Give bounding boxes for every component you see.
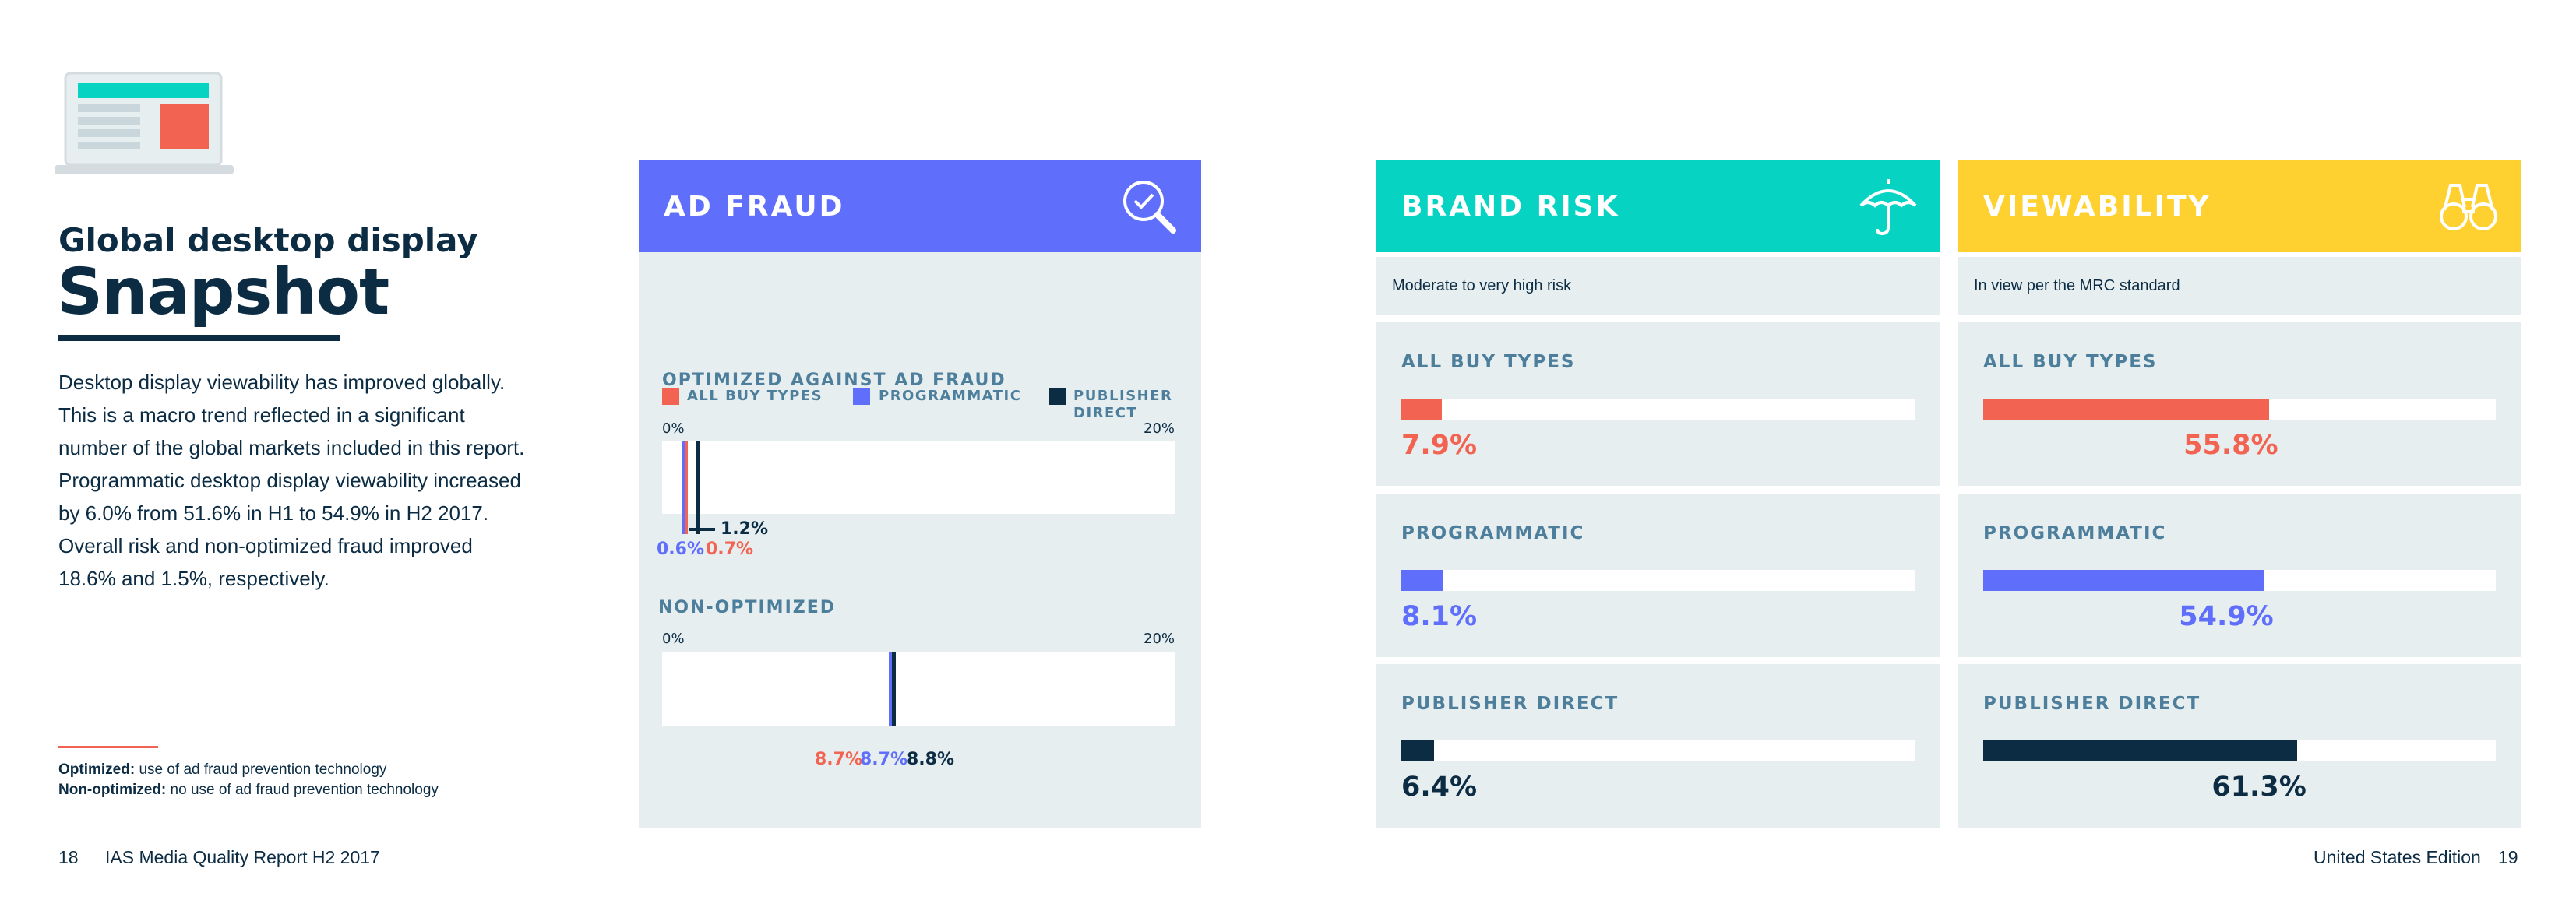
viewability-bar-programmatic xyxy=(1983,570,2265,591)
non-optimized-bar-publisher-direct xyxy=(891,652,896,726)
non-optimized-axis-max: 20% xyxy=(1144,631,1175,647)
viewability-card-title-all-buy-types: ALL BUY TYPES xyxy=(1983,352,2158,372)
brand-risk-value-programmatic: 8.1% xyxy=(1401,601,1478,632)
non-optimized-label-all-buy-types: 8.7% xyxy=(815,750,863,769)
viewability-track-publisher-direct xyxy=(1983,740,2496,761)
viewability-track-programmatic xyxy=(1983,570,2496,591)
viewability-subtitle: In view per the MRC standard xyxy=(1974,277,2180,294)
viewability-value-programmatic: 54.9% xyxy=(2179,601,2274,632)
optimized-axis-min: 0% xyxy=(662,420,685,437)
ad-fraud-header: AD FRAUD xyxy=(639,160,1201,252)
legend-all-buy-types: ALL BUY TYPES xyxy=(687,388,823,404)
ad-fraud-title: AD FRAUD xyxy=(664,190,845,223)
viewability-value-all-buy-types: 55.8% xyxy=(2183,430,2278,461)
page-kicker: Global desktop display xyxy=(58,221,478,259)
report-title: IAS Media Quality Report H2 2017 xyxy=(105,847,380,867)
viewability-bar-all-buy-types xyxy=(1983,399,2270,420)
brand-risk-title: BRAND RISK xyxy=(1401,190,1620,223)
legend-swatch-publisher xyxy=(1049,388,1066,405)
brand-risk-bar-publisher-direct xyxy=(1401,740,1435,761)
brand-risk-card-title-publisher-direct: PUBLISHER DIRECT xyxy=(1401,694,1619,714)
legend-programmatic: PROGRAMMATIC xyxy=(879,388,1022,404)
legend-swatch-all xyxy=(662,388,679,405)
optimized-bar-publisher-direct xyxy=(696,441,701,534)
non-optimized-chart-title: NON-OPTIMIZED xyxy=(658,598,836,617)
notes-divider xyxy=(58,746,158,748)
page-title: Snapshot xyxy=(57,255,389,329)
non-optimized-chart-track xyxy=(662,652,1175,726)
optimized-axis-max: 20% xyxy=(1144,420,1175,437)
binoculars-icon xyxy=(2438,176,2499,237)
brand-risk-bar-programmatic xyxy=(1401,570,1443,591)
brand-risk-track-programmatic xyxy=(1401,570,1915,591)
edition-label: United States Edition xyxy=(2313,847,2481,867)
page-number-left: 18 xyxy=(58,847,79,867)
optimized-leader-line xyxy=(689,528,715,531)
brand-risk-card-title-programmatic: PROGRAMMATIC xyxy=(1401,523,1585,543)
brand-risk-value-all-buy-types: 7.9% xyxy=(1401,430,1478,461)
viewability-title: VIEWABILITY xyxy=(1983,190,2211,223)
viewability-header: VIEWABILITY xyxy=(1958,160,2521,252)
title-underline xyxy=(58,335,340,341)
optimized-bar-programmatic xyxy=(681,441,685,534)
non-optimized-label-programmatic: 8.7% xyxy=(860,750,908,769)
viewability-bar-publisher-direct xyxy=(1983,740,2298,761)
brand-risk-track-publisher-direct xyxy=(1401,740,1915,761)
non-optimized-label-publisher-direct: 8.8% xyxy=(907,750,955,769)
legend-swatch-programmatic xyxy=(853,388,870,405)
non-optimized-axis-min: 0% xyxy=(662,631,685,647)
optimized-bar-all-buy-types xyxy=(684,441,689,534)
viewability-value-publisher-direct: 61.3% xyxy=(2211,772,2306,803)
viewability-card-title-programmatic: PROGRAMMATIC xyxy=(1983,523,2167,543)
optimized-chart-track xyxy=(662,441,1175,514)
non-optimized-bar-programmatic xyxy=(889,652,893,726)
viewability-subtitle-card xyxy=(1958,257,2521,315)
brand-risk-header: BRAND RISK xyxy=(1376,160,1940,252)
note-non-optimized: Non-optimized: no use of ad fraud preven… xyxy=(58,782,439,798)
viewability-card-title-publisher-direct: PUBLISHER DIRECT xyxy=(1983,694,2201,714)
optimized-chart-title: OPTIMIZED AGAINST AD FRAUD xyxy=(662,371,1006,390)
viewability-track-all-buy-types xyxy=(1983,399,2496,420)
optimized-label-publisher-direct: 1.2% xyxy=(721,519,769,539)
brand-risk-bar-all-buy-types xyxy=(1401,399,1443,420)
page-number-right: 19 xyxy=(2498,847,2518,867)
brand-risk-subtitle: Moderate to very high risk xyxy=(1392,277,1572,294)
note-optimized: Optimized: use of ad fraud prevention te… xyxy=(58,761,387,778)
brand-risk-card-title-all-buy-types: ALL BUY TYPES xyxy=(1401,352,1576,372)
brand-risk-subtitle-card xyxy=(1376,257,1940,315)
brand-risk-value-publisher-direct: 6.4% xyxy=(1401,772,1478,803)
optimized-label-all-buy-types: 0.7% xyxy=(706,540,754,559)
optimized-label-programmatic: 0.6% xyxy=(657,540,705,559)
brand-risk-track-all-buy-types xyxy=(1401,399,1915,420)
legend-publisher-direct: PUBLISHER DIRECT xyxy=(1073,388,1173,421)
umbrella-icon xyxy=(1858,176,1919,237)
magnifier-check-icon xyxy=(1119,176,1179,237)
intro-paragraph: Desktop display viewability has improved… xyxy=(58,371,525,590)
laptop-illustration xyxy=(55,72,234,181)
ad-fraud-body: ALL BUY TYPES PROGRAMMATIC PUBLISHER DIR… xyxy=(639,252,1201,828)
ad-fraud-panel: AD FRAUD ALL BUY TYPES PROGRAMMATIC PUBL… xyxy=(639,160,1201,828)
